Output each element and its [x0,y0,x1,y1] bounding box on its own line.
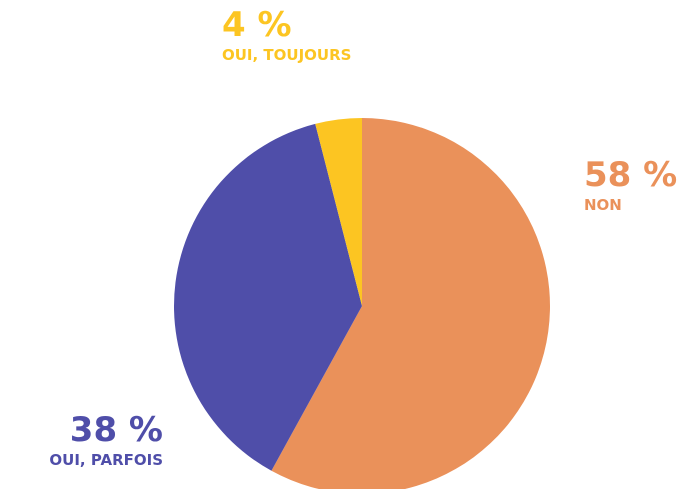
category-label-non: NON [584,196,622,214]
value-label-oui-toujours: 4 % [222,5,292,45]
label-oui-parfois: 38 % OUI, PARFOIS [49,413,163,468]
value-label-non: 58 % [584,155,678,195]
category-label-oui-parfois: OUI, PARFOIS [49,451,163,469]
pie-slices [174,118,550,489]
pie-slice-oui-parfois [174,123,362,471]
label-oui-toujours: 4 % OUI, TOUJOURS [222,8,351,63]
label-non: 58 % NON [584,158,677,213]
pie-slice-non [271,118,550,489]
value-label-oui-parfois: 38 % [69,410,163,450]
pie-slice-oui-toujours [315,118,362,306]
category-label-oui-toujours: OUI, TOUJOURS [222,46,352,64]
